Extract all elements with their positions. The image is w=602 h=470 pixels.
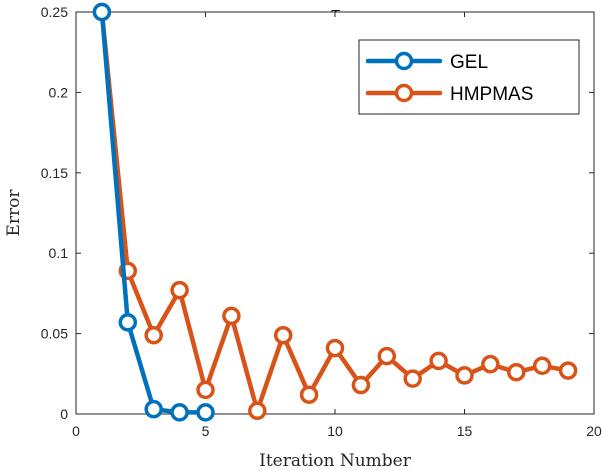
y-tick-label: 0.25: [41, 4, 68, 20]
legend-marker: [394, 51, 414, 71]
x-axis: 0 5 10 15 20: [72, 12, 602, 439]
x-axis-label: Iteration Number: [259, 451, 412, 470]
x-tick-label: 20: [586, 423, 602, 439]
x-tick-label: 10: [327, 423, 343, 439]
y-axis: 0 0.05 0.1 0.15 0.2 0.25: [41, 4, 594, 422]
y-tick-label: 0.05: [41, 326, 68, 342]
legend-label: HMPMAS: [450, 84, 533, 105]
data-point: [455, 366, 474, 385]
legend: GEL HMPMAS: [358, 39, 580, 115]
data-point: [325, 338, 345, 358]
data-point: [196, 380, 215, 400]
data-point: [170, 280, 189, 300]
data-point: [481, 354, 500, 374]
y-axis-label: Error: [4, 189, 24, 237]
y-tick-label: 0.1: [49, 245, 69, 261]
data-point: [299, 385, 319, 404]
series-layer: [92, 2, 578, 422]
legend-label: GEL: [450, 52, 488, 73]
data-point: [273, 325, 293, 345]
y-tick-label: 0: [60, 406, 68, 422]
data-point: [403, 369, 422, 388]
data-point: [248, 401, 267, 421]
data-point: [558, 361, 578, 380]
y-tick-label: 0.15: [41, 165, 68, 181]
data-point: [144, 325, 163, 345]
legend-entry: HMPMAS: [365, 83, 533, 105]
x-tick-label: 5: [202, 423, 210, 439]
data-point: [170, 403, 189, 422]
data-point: [507, 362, 526, 382]
legend-marker: [394, 83, 414, 103]
legend-entry: GEL: [365, 51, 488, 73]
x-tick-label: 15: [457, 423, 473, 439]
data-point: [429, 351, 448, 371]
data-point: [532, 356, 552, 376]
data-point: [92, 2, 112, 22]
series-gel: [92, 2, 215, 422]
x-tick-label: 0: [72, 423, 80, 439]
data-point: [118, 313, 138, 332]
series-hmpmas: [92, 2, 578, 421]
data-point: [377, 346, 397, 366]
data-point: [144, 399, 163, 419]
data-point: [351, 375, 371, 395]
y-tick-label: 0.2: [49, 84, 69, 100]
data-point: [222, 306, 241, 326]
data-point: [196, 403, 215, 422]
legend-box: [358, 39, 580, 115]
